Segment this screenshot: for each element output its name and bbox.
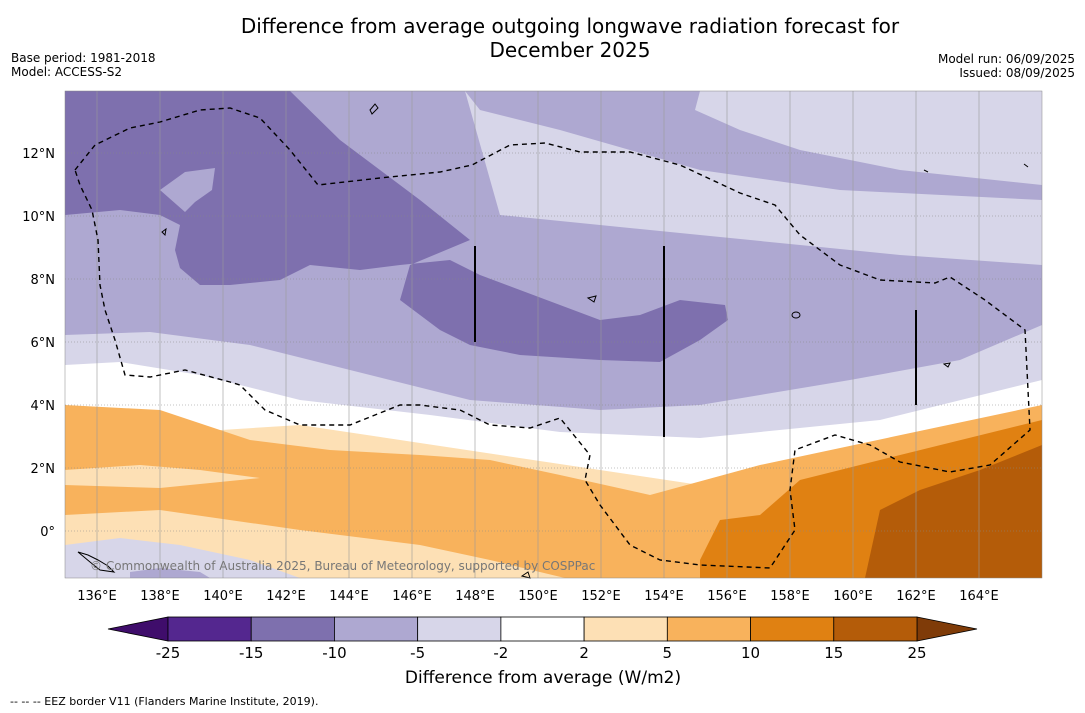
- lon-label: 154°E: [644, 589, 684, 604]
- lon-label: 152°E: [581, 589, 621, 604]
- island-outlines: [77, 103, 1029, 579]
- colorbar-tick-label: 15: [824, 644, 843, 662]
- colorbar-cell: [167, 616, 252, 642]
- latitude-axis: 12°N 10°N 8°N 6°N 4°N 2°N 0°: [22, 147, 55, 540]
- model-run-text: Model run: 06/09/2025: [937, 52, 1075, 66]
- band-15-to-25: [865, 445, 1042, 578]
- title-line-1: Difference from average outgoing longwav…: [240, 14, 900, 38]
- lon-label: 144°E: [329, 589, 369, 604]
- lon-label: 162°E: [896, 589, 936, 604]
- model-text: Model: ACCESS-S2: [11, 65, 123, 79]
- colorbar-cell: [250, 616, 335, 642]
- colorbar-cell: [833, 616, 918, 642]
- colorbar-ticks: -25 -15 -10 -5 -2 2 5 10 15 25: [156, 644, 927, 662]
- lat-label: 8°N: [31, 273, 56, 288]
- colorbar-cells: [167, 616, 918, 642]
- model-info: Base period: 1981-2018 Model: ACCESS-S2: [11, 51, 156, 79]
- lat-label: 6°N: [31, 336, 56, 351]
- lat-label: 12°N: [22, 147, 55, 162]
- lon-label: 146°E: [392, 589, 432, 604]
- anomaly-field: [65, 91, 1042, 578]
- band-minus-10-island: [160, 168, 215, 212]
- colorbar-tick-label: 2: [579, 644, 589, 662]
- band-minus-15: [65, 91, 728, 362]
- lon-label: 156°E: [707, 589, 747, 604]
- colorbar-tick-label: 5: [663, 644, 673, 662]
- map-title: Difference from average outgoing longwav…: [0, 14, 1085, 62]
- map-frame: [64, 90, 1043, 579]
- colorbar-cell: [583, 616, 668, 642]
- lon-label: 150°E: [518, 589, 558, 604]
- copyright-text: © Commonwealth of Australia 2025, Bureau…: [90, 559, 595, 573]
- colorbar-tick-label: -15: [239, 644, 264, 662]
- colorbar-tick-label: -25: [156, 644, 181, 662]
- eez-border-line: [74, 107, 1031, 569]
- lat-label: 10°N: [22, 210, 55, 225]
- lon-label: 148°E: [455, 589, 495, 604]
- eez-legend-note: -- -- -- EEZ border V11 (Flanders Marine…: [10, 695, 319, 708]
- title-line-2: December 2025: [489, 38, 651, 62]
- lat-label: 0°: [40, 525, 55, 540]
- colorbar-over-arrow: [916, 616, 978, 642]
- eez-solid-segments: [474, 246, 917, 437]
- base-period-text: Base period: 1981-2018: [11, 51, 156, 65]
- longitude-gridlines: [96, 91, 980, 578]
- longitude-axis: 136°E 138°E 140°E 142°E 144°E 146°E 148°…: [77, 589, 999, 604]
- issued-text: Issued: 08/09/2025: [959, 66, 1075, 80]
- band-minus-5-north: [465, 91, 1042, 265]
- colorbar-cell: [500, 616, 585, 642]
- colorbar: -25 -15 -10 -5 -2 2 5 10 15 25: [107, 616, 978, 662]
- band-minus-5-sw: [65, 538, 300, 578]
- lon-label: 164°E: [959, 589, 999, 604]
- lon-label: 140°E: [203, 589, 243, 604]
- colorbar-tick-label: -2: [493, 644, 508, 662]
- lon-label: 138°E: [140, 589, 180, 604]
- band-2-to-5-west: [65, 465, 260, 488]
- run-info: Model run: 06/09/2025 Issued: 08/09/2025: [938, 52, 1075, 80]
- colorbar-under-arrow: [107, 616, 169, 642]
- lat-label: 4°N: [31, 399, 56, 414]
- lon-label: 160°E: [833, 589, 873, 604]
- lon-label: 136°E: [77, 589, 117, 604]
- colorbar-cell: [334, 616, 419, 642]
- colorbar-tick-label: -5: [410, 644, 425, 662]
- colorbar-tick-label: 25: [907, 644, 926, 662]
- band-minus-10-sw: [130, 568, 210, 578]
- colorbar-cell: [417, 616, 502, 642]
- lat-label: 2°N: [31, 462, 56, 477]
- lon-label: 158°E: [770, 589, 810, 604]
- lon-label: 142°E: [266, 589, 306, 604]
- colorbar-title: Difference from average (W/m2): [404, 668, 682, 688]
- colorbar-tick-label: 10: [741, 644, 760, 662]
- colorbar-cell: [666, 616, 751, 642]
- latitude-gridlines: [65, 152, 1042, 532]
- colorbar-tick-label: -10: [322, 644, 347, 662]
- colorbar-cell: [750, 616, 835, 642]
